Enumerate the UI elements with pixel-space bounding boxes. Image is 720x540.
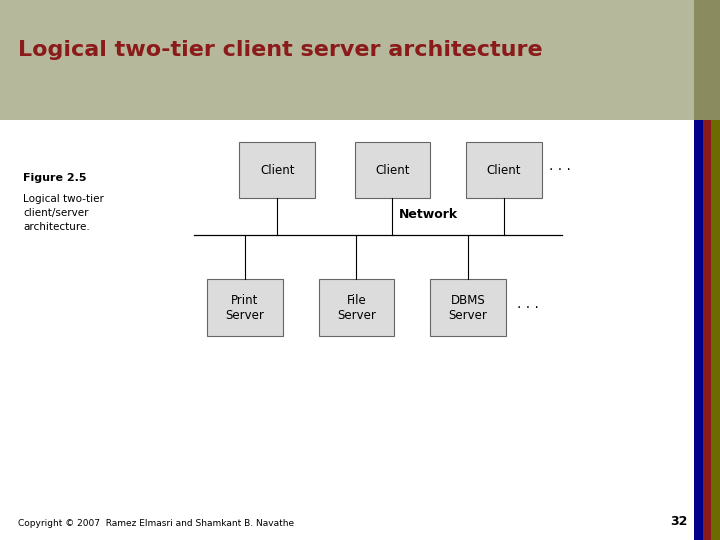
FancyBboxPatch shape: [467, 141, 541, 198]
Bar: [694, 0, 720, 120]
Bar: [694, 120, 703, 540]
FancyBboxPatch shape: [0, 0, 720, 120]
Bar: [703, 120, 711, 540]
Text: Client: Client: [260, 164, 294, 177]
Text: 32: 32: [670, 515, 688, 528]
Text: · · ·: · · ·: [517, 301, 539, 315]
FancyBboxPatch shape: [355, 141, 431, 198]
Text: Logical two-tier client server architecture: Logical two-tier client server architect…: [18, 40, 543, 60]
Text: DBMS
Server: DBMS Server: [449, 294, 487, 322]
Text: Copyright © 2007  Ramez Elmasri and Shamkant B. Navathe: Copyright © 2007 Ramez Elmasri and Shamk…: [18, 519, 294, 528]
Bar: [711, 120, 720, 540]
FancyBboxPatch shape: [239, 141, 315, 198]
FancyBboxPatch shape: [431, 280, 505, 336]
Text: Network: Network: [399, 208, 458, 221]
Text: Client: Client: [487, 164, 521, 177]
Text: Figure 2.5: Figure 2.5: [23, 173, 86, 183]
Text: · · ·: · · ·: [549, 163, 571, 177]
Text: Client: Client: [375, 164, 410, 177]
Text: Print
Server: Print Server: [225, 294, 264, 322]
FancyBboxPatch shape: [319, 280, 395, 336]
FancyBboxPatch shape: [207, 280, 283, 336]
Text: Logical two-tier
client/server
architecture.: Logical two-tier client/server architect…: [23, 194, 104, 232]
Text: File
Server: File Server: [337, 294, 376, 322]
